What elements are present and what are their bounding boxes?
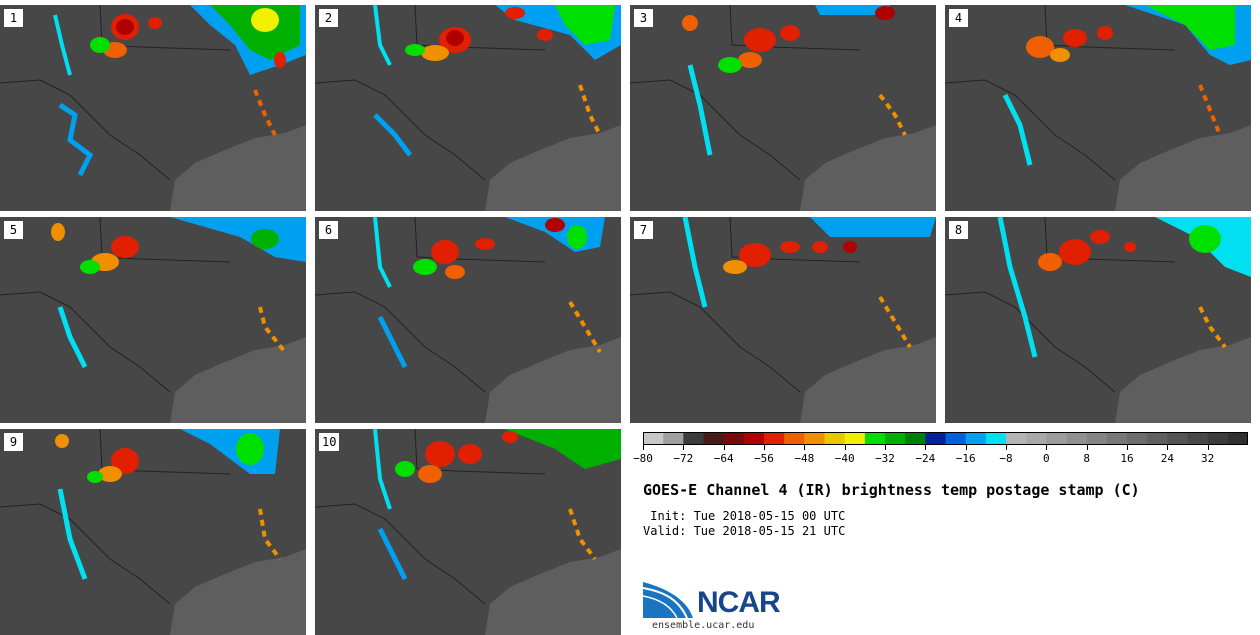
colorbar-tick [1006,445,1007,450]
panel-label: 4 [949,9,968,27]
colorbar-bin [1167,432,1188,445]
colorbar-bin [985,432,1007,445]
colorbar-bin [683,432,704,445]
satellite-map [630,5,936,211]
panel-label: 1 [4,9,23,27]
stamp-panel-3: 3 [630,5,936,211]
satellite-map [0,5,306,211]
panel-label: 10 [319,433,340,451]
colorbar-tick-label: 16 [1120,452,1134,465]
stamp-panel-10: 10 [315,429,621,635]
stamp-panel-9: 9 [0,429,306,635]
colorbar-bin [1006,432,1027,445]
satellite-map [630,217,936,423]
satellite-map [315,217,621,423]
colorbar-bin [1046,432,1067,445]
colorbar-bin [784,432,805,445]
colorbar-tick-label: −24 [915,452,936,465]
colorbar-tick-label: 24 [1160,452,1174,465]
panel-label: 5 [4,221,23,239]
colorbar-tick [844,445,846,450]
valid-time: Valid: Tue 2018-05-15 21 UTC [643,524,846,538]
colorbar-bin [1147,432,1168,445]
colorbar-tick [1127,445,1128,450]
colorbar-bin [643,432,664,445]
colorbar-bin [723,432,745,445]
colorbar-bin [1066,432,1088,445]
satellite-map [0,429,306,635]
colorbar-tick-label: −32 [875,452,895,465]
colorbar-bin [1187,432,1209,445]
colorbar-bin [925,432,946,445]
colorbar-tick [965,445,967,450]
colorbar-bin [663,432,684,445]
colorbar-bin [945,432,967,445]
colorbar-border [643,432,1248,445]
panel-label: 6 [319,221,338,239]
colorbar-tick-label: −80 [633,452,653,465]
colorbar-tick-label: −16 [955,452,976,465]
colorbar-ticks: −80 −72 −64 −56 −48 −40 −32 −24 −16 −8 0 8 16 24 32 [633,445,1248,467]
stamp-panel-1: 1 [0,5,306,211]
satellite-map [315,429,621,635]
satellite-map [0,217,306,423]
colorbar-bin [703,432,725,445]
stamp-panel-7: 7 [630,217,936,423]
colorbar-tick [1086,445,1088,450]
colorbar-tick [723,445,725,450]
colorbar-bin [824,432,846,445]
colorbar-tick [804,445,806,450]
chart-title: GOES-E Channel 4 (IR) brightness temp po… [643,481,1140,499]
colorbar-tick-label: −8 [999,452,1013,465]
colorbar-bin [844,432,866,445]
ncar-logo-icon [643,582,693,619]
colorbar-bin [1106,432,1128,445]
colorbar-bin [1127,432,1148,445]
satellite-map [315,5,621,211]
satellite-map [945,217,1251,423]
panel-label: 8 [949,221,968,239]
colorbar-tick [643,445,644,450]
colorbar-bin [1026,432,1047,445]
colorbar-tick [1167,445,1169,450]
colorbar-bin [764,432,785,445]
satellite-map [945,5,1251,211]
stamp-panel-8: 8 [945,217,1251,423]
colorbar-tick [764,445,765,450]
colorbar-bin [905,432,926,445]
logo-name: NCAR [697,586,781,619]
colorbar-tick-label: −64 [713,452,734,465]
colorbar-bin [885,432,906,445]
panel-label: 9 [4,433,23,451]
stamp-panel-4: 4 [945,5,1251,211]
panel-label: 2 [319,9,338,27]
stamp-panel-5: 5 [0,217,306,423]
colorbar-bin [864,432,886,445]
colorbar-bin [1207,432,1229,445]
colorbar-tick-label: −56 [754,452,774,465]
colorbar-tick-label: 32 [1201,452,1215,465]
colorbar-tick [885,445,886,450]
colorbar-tick-label: −72 [673,452,694,465]
colorbar-bin [1086,432,1108,445]
colorbar [643,432,1248,445]
colorbar-tick-label: −48 [794,452,815,465]
colorbar-bin [965,432,987,445]
logo-url: ensemble.ucar.edu [652,620,755,631]
colorbar-bin [1227,432,1248,445]
colorbar-tick [1046,445,1048,450]
panel-label: 3 [634,9,653,27]
colorbar-tick-label: 8 [1083,452,1090,465]
init-time: Init: Tue 2018-05-15 00 UTC [643,509,846,523]
stamp-panel-2: 2 [315,5,621,211]
colorbar-bin [804,432,825,445]
colorbar-tick [1207,445,1209,450]
colorbar-bin [743,432,765,445]
panel-label: 7 [634,221,653,239]
stamp-panel-6: 6 [315,217,621,423]
colorbar-tick-label: −40 [834,452,855,465]
colorbar-tick-label: 0 [1043,452,1050,465]
colorbar-tick [683,445,685,450]
colorbar-tick [925,445,927,450]
